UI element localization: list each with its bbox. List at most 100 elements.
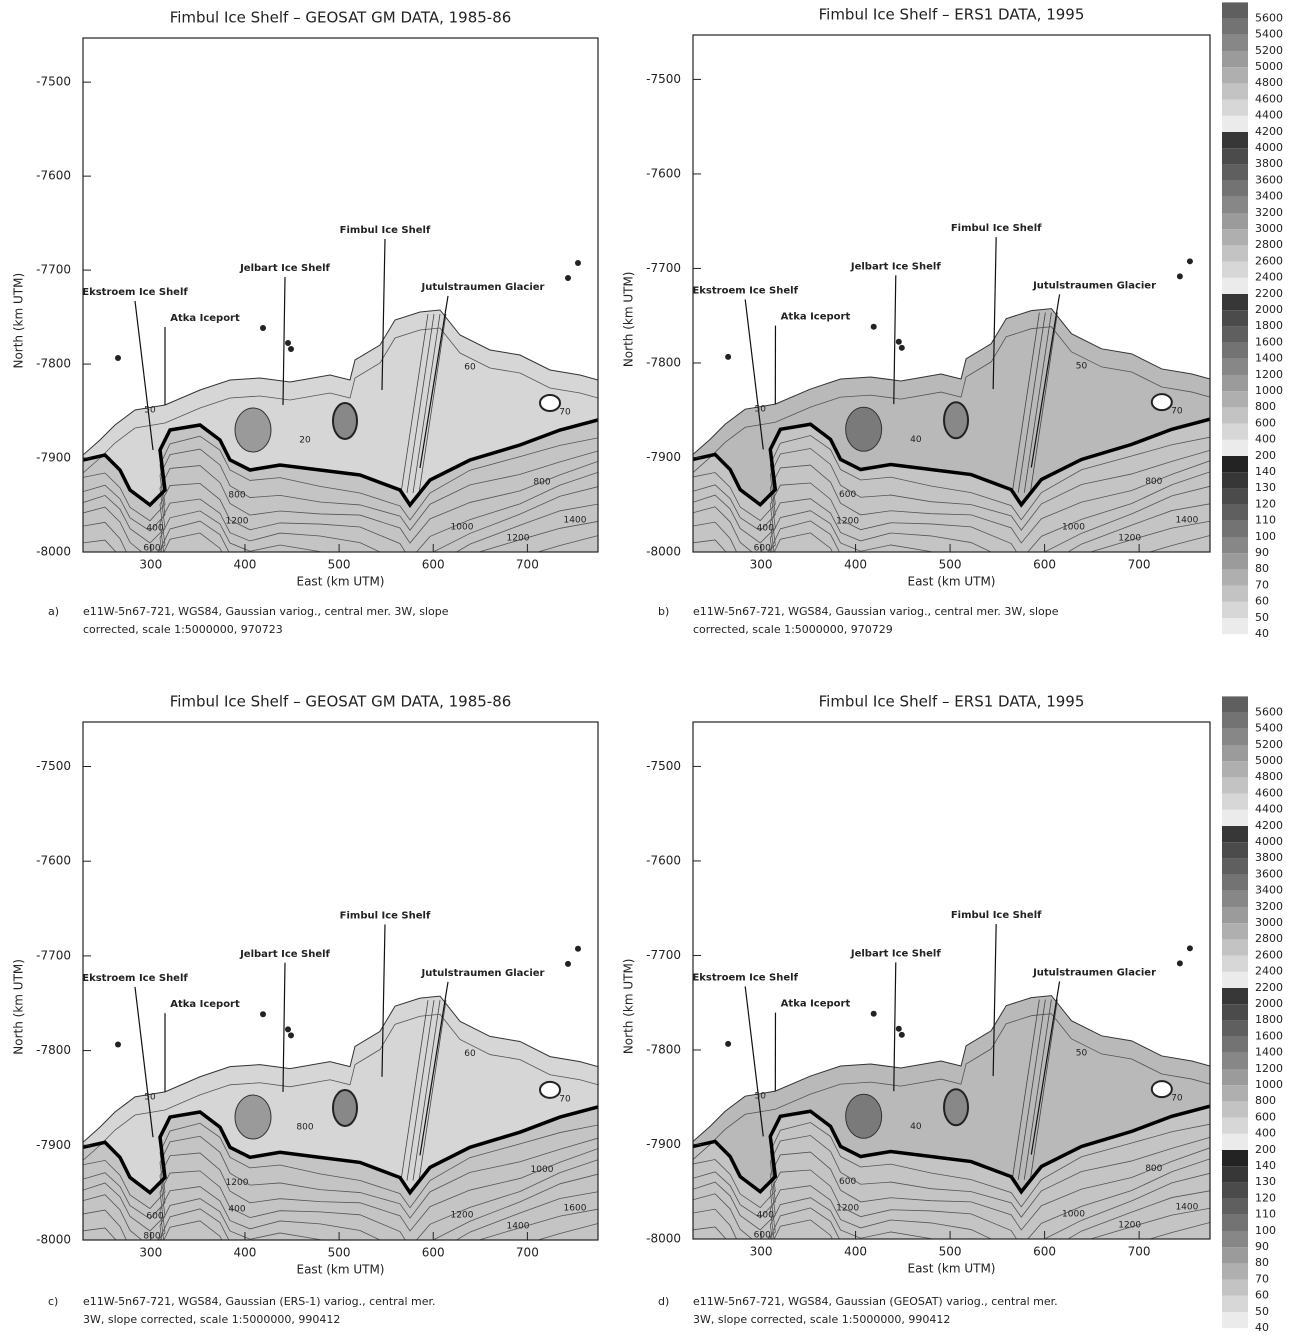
- colorbar-label: 800: [1255, 400, 1276, 413]
- colorbar-box: [1222, 83, 1248, 99]
- colorbar-box: [1222, 972, 1248, 988]
- colorbar-label: 80: [1255, 1256, 1269, 1269]
- contour-label: 50: [144, 1092, 156, 1102]
- colorbar-box: [1222, 35, 1248, 51]
- contour-label: 1000: [531, 1165, 554, 1175]
- y-tick-label: -7500: [36, 75, 71, 89]
- colorbar-label: 2000: [1255, 303, 1283, 316]
- colorbar-box: [1222, 262, 1248, 278]
- colorbar-label: 90: [1255, 1240, 1269, 1253]
- annotation: Ekstroem Ice Shelf: [82, 287, 188, 298]
- contour-label: 1400: [564, 516, 587, 526]
- colorbar-box: [1222, 343, 1248, 359]
- contour-label: 40: [910, 435, 922, 445]
- colorbar-box: [1222, 521, 1248, 537]
- annotation: Atka Iceport: [170, 999, 240, 1010]
- contour-label: 1400: [1175, 1202, 1198, 1212]
- colorbar-label: 4200: [1255, 819, 1283, 832]
- chart-title: Fimbul Ice Shelf – ERS1 DATA, 1995: [819, 693, 1085, 711]
- colorbar-label: 2800: [1255, 932, 1283, 945]
- contour-label: 600: [754, 1230, 771, 1240]
- island: [871, 1011, 877, 1017]
- y-axis-label: North (km UTM): [12, 273, 26, 369]
- colorbar-label: 3600: [1255, 867, 1283, 880]
- colorbar-box: [1222, 1020, 1248, 1036]
- colorbar-label: 400: [1255, 433, 1276, 446]
- contour-label: 50: [1076, 1048, 1088, 1058]
- colorbar-box: [1222, 1199, 1248, 1215]
- annotation: Jelbart Ice Shelf: [239, 949, 330, 960]
- annotation: Atka Iceport: [781, 312, 851, 323]
- ice-rise: [540, 1082, 560, 1098]
- contour-label: 600: [754, 543, 771, 553]
- y-tick-label: -7600: [36, 169, 71, 183]
- contour-label: 40: [910, 1122, 922, 1132]
- colorbar-box: [1222, 1263, 1248, 1279]
- y-axis-label: North (km UTM): [622, 272, 636, 368]
- colorbar-box: [1222, 794, 1248, 810]
- y-tick-label: -7500: [36, 759, 71, 773]
- annotation: Jutulstraumen Glacier: [421, 282, 545, 293]
- island: [896, 339, 902, 345]
- colorbar-box: [1222, 1166, 1248, 1182]
- island: [725, 354, 731, 360]
- colorbar-label: 60: [1255, 1289, 1269, 1302]
- colorbar-box: [1222, 618, 1248, 634]
- ice-rise: [235, 408, 271, 452]
- ice-rise: [846, 407, 882, 451]
- colorbar-label: 3000: [1255, 916, 1283, 929]
- island: [1177, 960, 1183, 966]
- colorbar-label: 4200: [1255, 125, 1283, 138]
- island: [899, 1032, 905, 1038]
- y-tick-label: -7600: [646, 853, 681, 867]
- colorbar-label: 4800: [1255, 770, 1283, 783]
- colorbar-box: [1222, 488, 1248, 504]
- x-tick-label: 600: [422, 1246, 445, 1260]
- annotation: Atka Iceport: [170, 313, 240, 324]
- contour-label: 1200: [1118, 533, 1141, 543]
- colorbar-box: [1222, 1101, 1248, 1117]
- colorbar-label: 2600: [1255, 254, 1283, 267]
- colorbar-box: [1222, 456, 1248, 472]
- contour-label: 1200: [226, 517, 249, 527]
- contour-label: 600: [146, 1211, 163, 1221]
- x-axis-label: East (km UTM): [297, 1263, 385, 1277]
- chart-title: Fimbul Ice Shelf – ERS1 DATA, 1995: [819, 6, 1085, 24]
- annotation: Jelbart Ice Shelf: [850, 948, 941, 959]
- ice-rise: [333, 1090, 357, 1126]
- ice-rise: [235, 1095, 271, 1139]
- y-tick-label: -7700: [36, 263, 71, 277]
- annotation: Fimbul Ice Shelf: [951, 910, 1042, 921]
- y-axis-label: North (km UTM): [12, 959, 26, 1055]
- colorbar-box: [1222, 537, 1248, 553]
- colorbar-label: 1400: [1255, 1046, 1283, 1059]
- ice-rise: [1152, 1081, 1172, 1097]
- annotation: Ekstroem Ice Shelf: [692, 972, 798, 983]
- panel-label: b): [658, 605, 669, 618]
- colorbar-label: 4400: [1255, 803, 1283, 816]
- island: [288, 346, 294, 352]
- colorbar-box: [1222, 245, 1248, 261]
- colorbar-box: [1222, 391, 1248, 407]
- contour-label: 50: [755, 405, 767, 415]
- x-tick-label: 500: [328, 558, 351, 572]
- colorbar-box: [1222, 440, 1248, 456]
- y-tick-label: -8000: [36, 1233, 71, 1247]
- y-tick-label: -8000: [36, 545, 71, 559]
- y-tick-label: -7500: [646, 759, 681, 773]
- contour-label: 800: [296, 1123, 313, 1133]
- colorbar-label: 2600: [1255, 948, 1283, 961]
- colorbar-label: 5000: [1255, 754, 1283, 767]
- colorbar-box: [1222, 197, 1248, 213]
- colorbar-label: 2200: [1255, 287, 1283, 300]
- island: [565, 275, 571, 281]
- x-tick-label: 300: [139, 558, 162, 572]
- colorbar-label: 1200: [1255, 1062, 1283, 1075]
- island: [115, 1041, 121, 1047]
- panel-label: d): [658, 1295, 669, 1308]
- colorbar-box: [1222, 1118, 1248, 1134]
- colorbar-label: 400: [1255, 1127, 1276, 1140]
- colorbar-box: [1222, 956, 1248, 972]
- annotation: Ekstroem Ice Shelf: [82, 973, 188, 984]
